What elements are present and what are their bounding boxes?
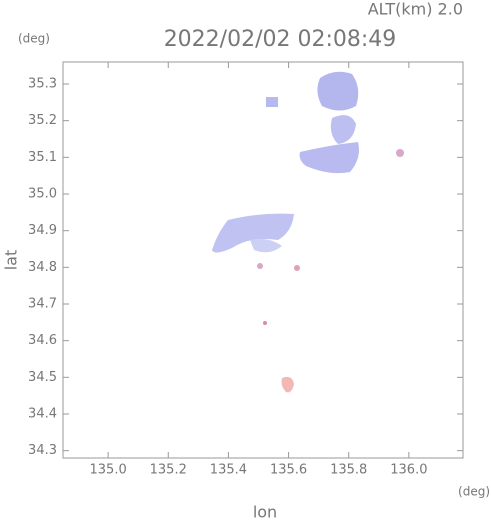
- echo: [294, 265, 300, 271]
- echo: [266, 97, 278, 107]
- y-tick-label: 34.8: [28, 260, 57, 275]
- x-axis-label: lon: [253, 503, 277, 521]
- echo: [317, 71, 359, 111]
- y-tick-label: 34.6: [28, 333, 57, 348]
- echo: [263, 321, 267, 325]
- x-tick-label: 136.0: [390, 463, 427, 478]
- x-unit: (deg): [458, 485, 490, 499]
- x-tick-label: 135.2: [150, 463, 187, 478]
- y-axis-label: lat: [2, 250, 21, 271]
- plot-frame: [62, 61, 464, 459]
- y-unit: (deg): [18, 32, 50, 46]
- x-tick-label: 135.8: [330, 463, 367, 478]
- echo: [396, 149, 404, 157]
- y-tick-label: 34.5: [28, 370, 57, 385]
- chart-title: 2022/02/02 02:08:49: [164, 27, 397, 52]
- altitude-label: ALT(km) 2.0: [368, 0, 463, 19]
- y-tick-label: 34.7: [28, 297, 57, 312]
- echo: [299, 142, 359, 174]
- x-tick-label: 135.4: [210, 463, 247, 478]
- echo: [330, 115, 356, 144]
- echo: [281, 376, 294, 393]
- echo: [212, 213, 294, 253]
- y-tick-label: 34.4: [28, 407, 57, 422]
- y-tick-label: 35.0: [28, 187, 57, 202]
- y-tick-label: 34.3: [28, 443, 57, 458]
- radar-echoes: [212, 71, 404, 393]
- echo: [250, 238, 282, 253]
- y-tick-label: 34.9: [28, 223, 57, 238]
- echo: [257, 263, 263, 269]
- y-tick-label: 35.1: [28, 150, 57, 165]
- x-tick-label: 135.6: [270, 463, 307, 478]
- x-tick-label: 135.0: [90, 463, 127, 478]
- y-tick-label: 35.3: [28, 77, 57, 92]
- y-tick-label: 35.2: [28, 113, 57, 128]
